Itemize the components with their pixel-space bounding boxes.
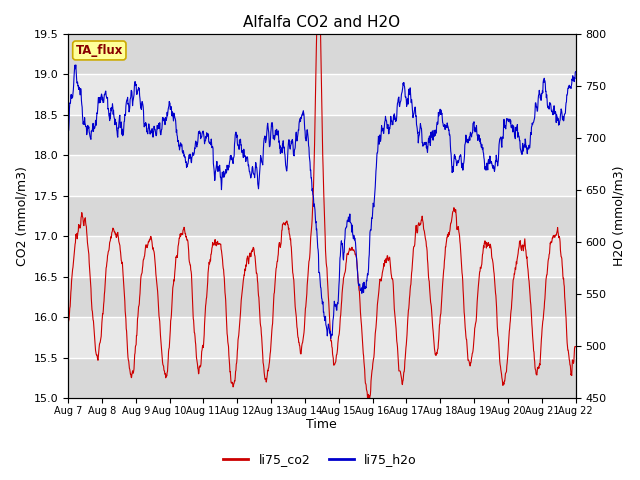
Bar [68, 358, 575, 398]
li75_h2o [401, 87, 409, 93]
li75_co2 [366, 397, 374, 403]
Y-axis label: H2O (mmol/m3): H2O (mmol/m3) [612, 166, 625, 266]
li75_co2 [572, 344, 579, 349]
li75_h2o [72, 62, 79, 68]
Bar [68, 196, 575, 236]
Text: TA_flux: TA_flux [76, 44, 123, 57]
Y-axis label: CO2 (mmol/m3): CO2 (mmol/m3) [15, 166, 28, 266]
Legend: li75_co2, li75_h2o: li75_co2, li75_h2o [218, 448, 422, 471]
li75_co2 [164, 348, 172, 354]
li75_co2 [234, 345, 241, 350]
Line: li75_h2o: li75_h2o [68, 65, 575, 339]
li75_co2 [467, 359, 475, 364]
Bar [68, 156, 575, 196]
li75_h2o [512, 128, 520, 133]
Line: li75_co2: li75_co2 [68, 0, 575, 400]
Bar [68, 115, 575, 156]
Bar [68, 34, 575, 74]
Bar [68, 276, 575, 317]
li75_h2o [327, 336, 335, 342]
X-axis label: Time: Time [307, 419, 337, 432]
li75_h2o [572, 69, 579, 74]
Bar [68, 74, 575, 115]
li75_co2 [401, 358, 409, 364]
li75_h2o [165, 103, 173, 108]
Title: Alfalfa CO2 and H2O: Alfalfa CO2 and H2O [243, 15, 401, 30]
Bar [68, 317, 575, 358]
li75_co2 [64, 322, 72, 327]
li75_h2o [234, 143, 242, 149]
Bar [68, 236, 575, 276]
li75_co2 [512, 263, 520, 268]
li75_h2o [467, 132, 475, 138]
li75_h2o [64, 130, 72, 135]
li75_h2o [177, 143, 185, 149]
li75_co2 [177, 231, 185, 237]
